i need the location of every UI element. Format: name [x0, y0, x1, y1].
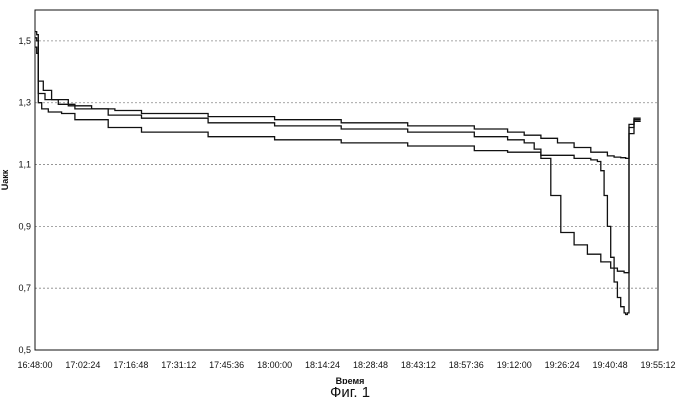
x-tick-label: 19:55:12 [640, 360, 675, 370]
grid-lines [35, 40, 658, 289]
x-tick-label: 18:00:00 [257, 360, 292, 370]
y-tick-label: 0,9 [18, 221, 31, 231]
y-tick-label: 1,5 [18, 36, 31, 46]
x-tick-label: 19:40:48 [593, 360, 628, 370]
x-tick-label: 18:57:36 [449, 360, 484, 370]
series-line-2 [35, 37, 641, 274]
x-axis-title: Время [336, 376, 365, 384]
x-tick-label: 19:26:24 [545, 360, 580, 370]
y-tick-label: 1,3 [18, 98, 31, 108]
y-tick-label: 1,1 [18, 160, 31, 170]
x-tick-label: 18:43:12 [401, 360, 436, 370]
x-tick-label: 18:14:24 [305, 360, 340, 370]
y-axis-title: Uакк [0, 169, 10, 190]
plot-frame [34, 9, 659, 351]
x-tick-labels: 16:48:00 17:02:24 17:16:48 17:31:12 17:45:36… [17, 360, 675, 370]
y-tick-label: 0,5 [18, 345, 31, 355]
x-tick-label: 19:12:00 [497, 360, 532, 370]
x-tick-label: 17:45:36 [209, 360, 244, 370]
x-tick-label: 17:02:24 [65, 360, 100, 370]
x-tick-label: 18:28:48 [353, 360, 388, 370]
series-lines [35, 30, 641, 316]
line-chart: 0,5 0,7 0,9 1,1 1,3 1,5 16:48:00 17:02:24 17:16… [0, 9, 676, 384]
x-tick-label: 17:16:48 [113, 360, 148, 370]
figure-caption: Фиг. 1 [329, 384, 371, 401]
series-line-1 [35, 30, 641, 160]
x-tick-label: 17:31:12 [161, 360, 196, 370]
y-tick-labels: 0,5 0,7 0,9 1,1 1,3 1,5 [18, 36, 31, 355]
x-tick-label: 16:48:00 [17, 360, 52, 370]
series-line-3 [35, 46, 641, 316]
y-tick-label: 0,7 [18, 283, 31, 293]
